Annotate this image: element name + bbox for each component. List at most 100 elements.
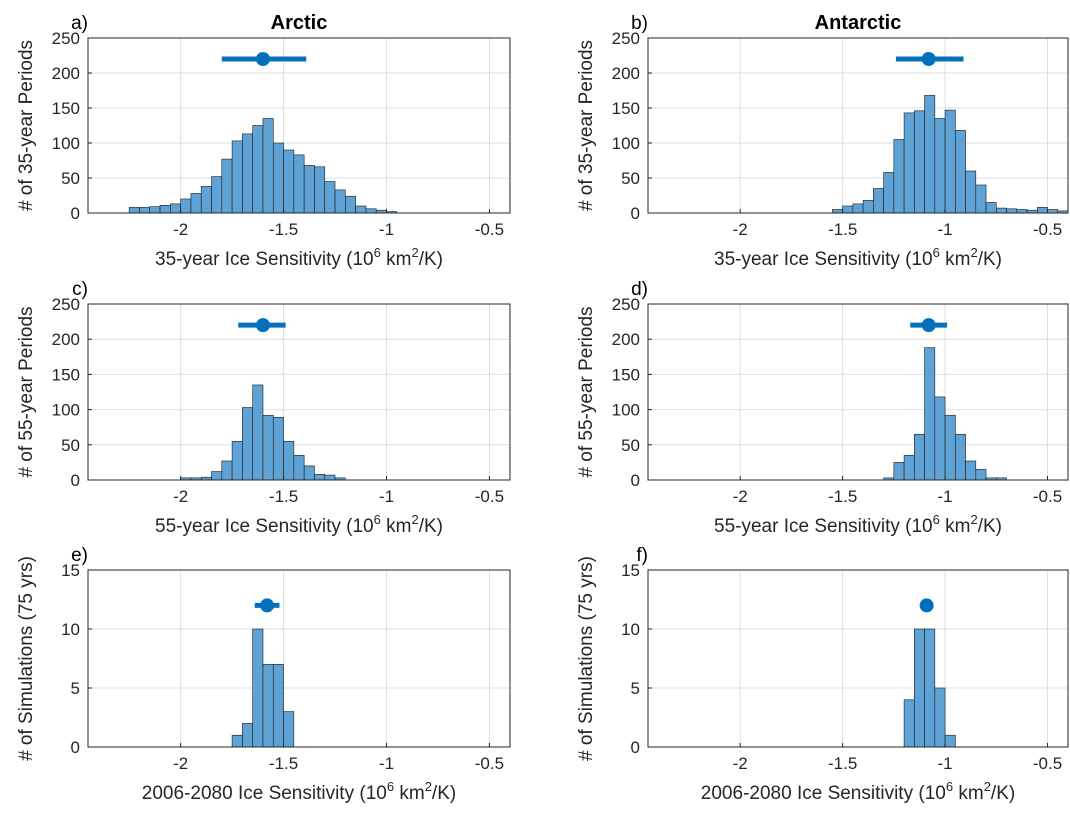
y-tick-label: 100 <box>52 401 80 420</box>
histogram-bar <box>252 384 264 481</box>
y-tick-label: 200 <box>612 330 640 349</box>
panel-label: f) <box>636 545 648 566</box>
histogram-bar <box>242 723 253 748</box>
x-tick-label: -0.5 <box>475 487 504 506</box>
histogram-bar <box>1006 208 1018 214</box>
histogram-bar <box>211 176 223 214</box>
x-axis-label: 55-year Ice Sensitivity (106 km2/K) <box>714 512 1002 537</box>
histogram-bar <box>293 154 305 214</box>
y-tick-label: 250 <box>612 295 640 314</box>
x-tick-label: -1.5 <box>828 754 857 773</box>
histogram-bar <box>893 139 905 214</box>
y-tick-label: 50 <box>621 436 640 455</box>
x-tick-label: -2 <box>173 487 188 506</box>
y-tick-label: 15 <box>621 561 640 580</box>
y-tick-label: 0 <box>71 204 80 223</box>
x-tick-label: -0.5 <box>475 220 504 239</box>
histogram-bar <box>975 469 987 481</box>
histogram-bar <box>293 455 305 481</box>
histogram-bar <box>914 628 925 748</box>
mean-marker <box>921 52 936 66</box>
x-tick-label: -0.5 <box>1033 754 1062 773</box>
x-axis-label: 2006-2080 Ice Sensitivity (106 km2/K) <box>701 779 1015 804</box>
mean-marker <box>255 52 270 66</box>
histogram-bar <box>303 165 315 214</box>
histogram-bar <box>944 109 956 214</box>
x-tick-label: -2 <box>733 754 748 773</box>
histogram-bar <box>975 184 987 214</box>
x-tick-label: -1 <box>379 754 394 773</box>
panel-label: b) <box>631 13 648 34</box>
histogram-bar <box>211 471 223 481</box>
axes-box <box>87 569 511 748</box>
y-axis-label: # of 55-year Periods <box>16 306 37 477</box>
y-tick-label: 5 <box>631 679 640 698</box>
histogram-bar <box>1047 209 1059 214</box>
panel-title: Antarctic <box>815 12 902 34</box>
histogram-bar <box>1016 209 1028 214</box>
histogram-bar <box>934 687 946 748</box>
y-tick-label: 250 <box>612 29 640 48</box>
chart-panel-f: -2 -1.5 -1 -0.5 0 5 10 15 # of Simulations (75 y… <box>576 545 1069 804</box>
histogram-bar <box>180 198 192 214</box>
panel-label: d) <box>631 279 648 300</box>
x-tick-label: -2 <box>733 487 748 506</box>
histogram-bar <box>852 203 864 214</box>
histogram-bar <box>283 149 295 214</box>
histogram-bar <box>903 699 915 748</box>
histogram-bar <box>159 205 171 214</box>
axes-frame <box>87 303 511 481</box>
mean-marker <box>921 318 936 333</box>
y-tick-label: 0 <box>631 738 640 757</box>
x-tick-label: -1.5 <box>269 487 298 506</box>
histogram-bar <box>242 133 253 214</box>
axes-frame <box>87 37 511 214</box>
histogram-bar <box>149 206 161 214</box>
histogram-bar <box>365 208 377 214</box>
axes-box <box>647 303 1069 481</box>
y-tick-label: 0 <box>71 738 80 757</box>
y-tick-label: 100 <box>52 134 80 153</box>
mean-marker <box>260 598 275 613</box>
axes-frame <box>87 569 511 748</box>
histogram-bar <box>914 433 925 481</box>
histogram-bar <box>862 200 874 214</box>
histogram-bar <box>231 734 243 748</box>
axes-box <box>647 569 1069 748</box>
x-tick-label: -1.5 <box>828 487 857 506</box>
y-tick-label: 100 <box>612 134 640 153</box>
x-axis-label: 2006-2080 Ice Sensitivity (106 km2/K) <box>142 779 456 804</box>
histogram-bar <box>324 474 336 481</box>
y-axis-label: # of 35-year Periods <box>576 40 597 211</box>
histogram-bar <box>903 455 915 481</box>
histogram-bar <box>883 172 895 214</box>
histogram-bar <box>965 170 977 214</box>
panel-title: Arctic <box>271 12 328 34</box>
histogram-bar <box>272 142 284 214</box>
axes-frame <box>647 37 1069 214</box>
histogram-bar <box>903 112 915 214</box>
histogram-bar <box>985 202 997 214</box>
histogram-bar <box>934 396 946 481</box>
y-tick-label: 5 <box>71 679 80 698</box>
histogram-bar <box>832 209 843 214</box>
histogram-bar <box>128 207 140 214</box>
y-tick-label: 10 <box>621 620 640 639</box>
histogram-bar <box>283 711 295 748</box>
histogram-bar <box>262 414 274 481</box>
histogram-bar <box>914 110 925 214</box>
y-tick-label: 150 <box>52 99 80 118</box>
histogram-bar <box>324 181 336 214</box>
panel-label: c) <box>72 279 88 300</box>
histogram-bar <box>314 166 326 214</box>
histogram-bar <box>283 440 295 481</box>
histogram-bar <box>200 186 212 214</box>
histogram-bar <box>170 203 181 214</box>
axes-box <box>87 303 511 481</box>
histogram-bar <box>252 125 264 214</box>
x-tick-label: -2 <box>173 220 188 239</box>
chart-panel-e: -2 -1.5 -1 -0.5 0 5 10 15 # of Simulations (75 y… <box>16 545 511 804</box>
chart-panel-b: -2 -1.5 -1 -0.5 0 50 100 150 200 250 # of 35-year … <box>576 12 1069 270</box>
histogram-bar <box>995 207 1007 214</box>
histogram-bar <box>924 628 936 748</box>
